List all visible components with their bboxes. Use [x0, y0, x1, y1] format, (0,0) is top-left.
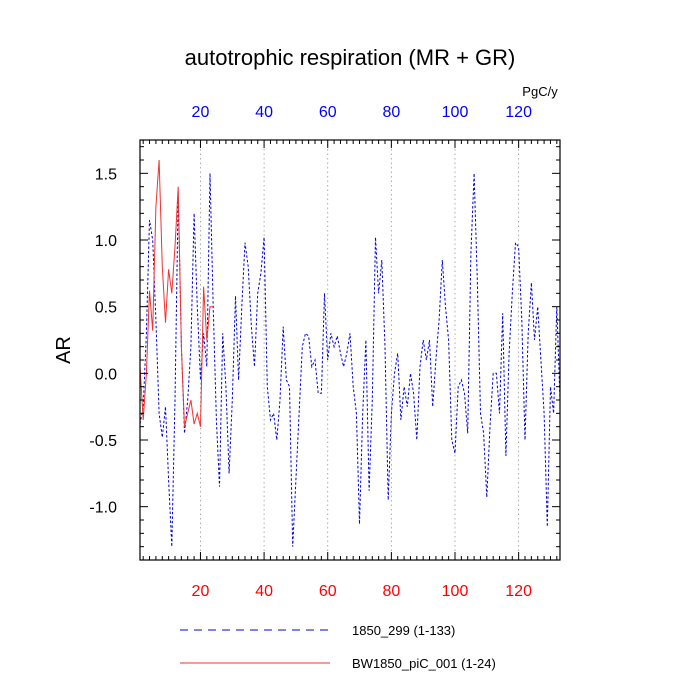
x-tick-label-top: 40: [255, 104, 273, 121]
series-line-bw1850-pic-001: [139, 159, 214, 427]
x-tick-label-bottom: 80: [382, 583, 400, 600]
x-tick-label-bottom: 20: [192, 583, 210, 600]
series-line-1850-299: [139, 173, 561, 547]
y-tick-label: 0.5: [95, 300, 117, 317]
legend-label-bw1850-pic-001: BW1850_piC_001 (1-24): [352, 656, 496, 671]
x-tick-label-bottom: 100: [442, 583, 469, 600]
chart-title: autotrophic respiration (MR + GR): [185, 45, 516, 70]
x-tick-label-top: 120: [505, 104, 532, 121]
x-tick-label-bottom: 40: [255, 583, 273, 600]
plot-frame: [139, 139, 561, 561]
legend-label-1850-299: 1850_299 (1-133): [352, 623, 455, 638]
x-tick-label-top: 20: [192, 104, 210, 121]
y-tick-label: 0.0: [95, 366, 117, 383]
x-grid-lines: [200, 140, 520, 560]
y-tick-label: -0.5: [89, 433, 117, 450]
x-tick-label-top: 100: [442, 104, 469, 121]
x-tick-label-top: 60: [319, 104, 337, 121]
legend: 1850_299 (1-133) BW1850_piC_001 (1-24): [180, 623, 496, 671]
axis-ticks: 20 20 40 40 60 60 80 80 100 100 120 120 1.5 1.0 0.5 0.0…: [89, 104, 560, 600]
y-tick-label: 1.5: [95, 166, 117, 183]
x-tick-label-bottom: 60: [319, 583, 337, 600]
x-tick-label-bottom: 120: [505, 583, 532, 600]
y-tick-label: -1.0: [89, 500, 117, 517]
y-axis-label: AR: [53, 336, 75, 364]
units-label: PgC/y: [522, 84, 558, 99]
y-tick-label: 1.0: [95, 233, 117, 250]
x-tick-label-top: 80: [382, 104, 400, 121]
series-layer: [139, 159, 561, 547]
